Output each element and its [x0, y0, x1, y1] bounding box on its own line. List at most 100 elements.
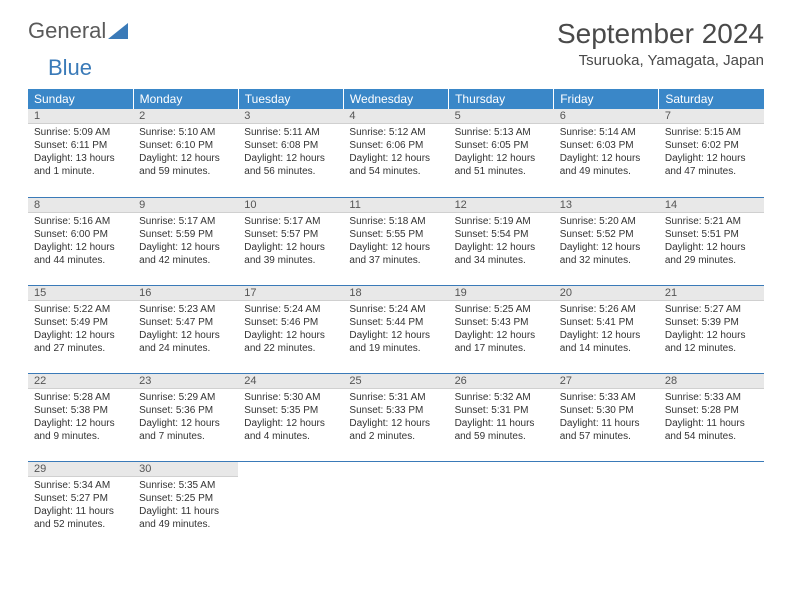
- day-number: 6: [554, 109, 659, 124]
- calendar-row: 1Sunrise: 5:09 AMSunset: 6:11 PMDaylight…: [28, 109, 764, 197]
- sunrise-text: Sunrise: 5:24 AM: [244, 303, 337, 316]
- sunrise-text: Sunrise: 5:29 AM: [139, 391, 232, 404]
- day-number: 24: [238, 374, 343, 389]
- day-body: Sunrise: 5:18 AMSunset: 5:55 PMDaylight:…: [343, 213, 448, 271]
- daylight-text: Daylight: 12 hours and 34 minutes.: [455, 241, 548, 267]
- calendar-cell: 28Sunrise: 5:33 AMSunset: 5:28 PMDayligh…: [659, 373, 764, 461]
- sunrise-text: Sunrise: 5:18 AM: [349, 215, 442, 228]
- sunrise-text: Sunrise: 5:15 AM: [665, 126, 758, 139]
- sunset-text: Sunset: 6:10 PM: [139, 139, 232, 152]
- calendar-cell: 23Sunrise: 5:29 AMSunset: 5:36 PMDayligh…: [133, 373, 238, 461]
- calendar-page: General September 2024 Tsuruoka, Yamagat…: [0, 0, 792, 567]
- sunset-text: Sunset: 5:49 PM: [34, 316, 127, 329]
- calendar-cell: 21Sunrise: 5:27 AMSunset: 5:39 PMDayligh…: [659, 285, 764, 373]
- sunrise-text: Sunrise: 5:26 AM: [560, 303, 653, 316]
- calendar-cell: 19Sunrise: 5:25 AMSunset: 5:43 PMDayligh…: [449, 285, 554, 373]
- day-number: 21: [659, 286, 764, 301]
- sunrise-text: Sunrise: 5:25 AM: [455, 303, 548, 316]
- day-number: 19: [449, 286, 554, 301]
- day-body: Sunrise: 5:21 AMSunset: 5:51 PMDaylight:…: [659, 213, 764, 271]
- day-body: Sunrise: 5:10 AMSunset: 6:10 PMDaylight:…: [133, 124, 238, 182]
- day-number: 1: [28, 109, 133, 124]
- sunrise-text: Sunrise: 5:30 AM: [244, 391, 337, 404]
- title-block: September 2024 Tsuruoka, Yamagata, Japan: [557, 18, 764, 69]
- day-body: Sunrise: 5:24 AMSunset: 5:46 PMDaylight:…: [238, 301, 343, 359]
- day-body: Sunrise: 5:09 AMSunset: 6:11 PMDaylight:…: [28, 124, 133, 182]
- sunset-text: Sunset: 6:11 PM: [34, 139, 127, 152]
- day-body: Sunrise: 5:15 AMSunset: 6:02 PMDaylight:…: [659, 124, 764, 182]
- daylight-text: Daylight: 12 hours and 47 minutes.: [665, 152, 758, 178]
- sunset-text: Sunset: 5:55 PM: [349, 228, 442, 241]
- day-body: Sunrise: 5:32 AMSunset: 5:31 PMDaylight:…: [449, 389, 554, 447]
- day-body: Sunrise: 5:14 AMSunset: 6:03 PMDaylight:…: [554, 124, 659, 182]
- sunrise-text: Sunrise: 5:11 AM: [244, 126, 337, 139]
- sunrise-text: Sunrise: 5:27 AM: [665, 303, 758, 316]
- sunrise-text: Sunrise: 5:23 AM: [139, 303, 232, 316]
- daylight-text: Daylight: 12 hours and 29 minutes.: [665, 241, 758, 267]
- day-number: 2: [133, 109, 238, 124]
- calendar-row: 22Sunrise: 5:28 AMSunset: 5:38 PMDayligh…: [28, 373, 764, 461]
- calendar-cell: 10Sunrise: 5:17 AMSunset: 5:57 PMDayligh…: [238, 197, 343, 285]
- location-text: Tsuruoka, Yamagata, Japan: [557, 52, 764, 69]
- sunrise-text: Sunrise: 5:35 AM: [139, 479, 232, 492]
- daylight-text: Daylight: 12 hours and 32 minutes.: [560, 241, 653, 267]
- sunrise-text: Sunrise: 5:32 AM: [455, 391, 548, 404]
- calendar-cell: 26Sunrise: 5:32 AMSunset: 5:31 PMDayligh…: [449, 373, 554, 461]
- sunrise-text: Sunrise: 5:34 AM: [34, 479, 127, 492]
- calendar-cell: 22Sunrise: 5:28 AMSunset: 5:38 PMDayligh…: [28, 373, 133, 461]
- daylight-text: Daylight: 12 hours and 4 minutes.: [244, 417, 337, 443]
- sunset-text: Sunset: 6:03 PM: [560, 139, 653, 152]
- day-body: Sunrise: 5:28 AMSunset: 5:38 PMDaylight:…: [28, 389, 133, 447]
- daylight-text: Daylight: 11 hours and 57 minutes.: [560, 417, 653, 443]
- brand-part2: Blue: [48, 55, 92, 81]
- daylight-text: Daylight: 11 hours and 52 minutes.: [34, 505, 127, 531]
- col-friday: Friday: [554, 89, 659, 109]
- calendar-cell: [449, 461, 554, 549]
- daylight-text: Daylight: 12 hours and 24 minutes.: [139, 329, 232, 355]
- day-body: Sunrise: 5:12 AMSunset: 6:06 PMDaylight:…: [343, 124, 448, 182]
- day-number: 18: [343, 286, 448, 301]
- col-thursday: Thursday: [449, 89, 554, 109]
- day-body: Sunrise: 5:35 AMSunset: 5:25 PMDaylight:…: [133, 477, 238, 535]
- weekday-header-row: Sunday Monday Tuesday Wednesday Thursday…: [28, 89, 764, 109]
- calendar-cell: 4Sunrise: 5:12 AMSunset: 6:06 PMDaylight…: [343, 109, 448, 197]
- calendar-row: 15Sunrise: 5:22 AMSunset: 5:49 PMDayligh…: [28, 285, 764, 373]
- sunset-text: Sunset: 5:38 PM: [34, 404, 127, 417]
- sunrise-text: Sunrise: 5:20 AM: [560, 215, 653, 228]
- sunset-text: Sunset: 5:28 PM: [665, 404, 758, 417]
- month-title: September 2024: [557, 18, 764, 50]
- sunset-text: Sunset: 5:44 PM: [349, 316, 442, 329]
- sunrise-text: Sunrise: 5:19 AM: [455, 215, 548, 228]
- brand-logo: General: [28, 18, 128, 44]
- day-body: Sunrise: 5:17 AMSunset: 5:57 PMDaylight:…: [238, 213, 343, 271]
- sunset-text: Sunset: 5:43 PM: [455, 316, 548, 329]
- day-body: Sunrise: 5:30 AMSunset: 5:35 PMDaylight:…: [238, 389, 343, 447]
- calendar-cell: 13Sunrise: 5:20 AMSunset: 5:52 PMDayligh…: [554, 197, 659, 285]
- day-number: 17: [238, 286, 343, 301]
- day-number: 14: [659, 198, 764, 213]
- day-number: 20: [554, 286, 659, 301]
- day-body: Sunrise: 5:33 AMSunset: 5:30 PMDaylight:…: [554, 389, 659, 447]
- daylight-text: Daylight: 12 hours and 42 minutes.: [139, 241, 232, 267]
- calendar-cell: 25Sunrise: 5:31 AMSunset: 5:33 PMDayligh…: [343, 373, 448, 461]
- day-number: 25: [343, 374, 448, 389]
- sunset-text: Sunset: 6:08 PM: [244, 139, 337, 152]
- daylight-text: Daylight: 12 hours and 9 minutes.: [34, 417, 127, 443]
- calendar-cell: 24Sunrise: 5:30 AMSunset: 5:35 PMDayligh…: [238, 373, 343, 461]
- sunset-text: Sunset: 5:57 PM: [244, 228, 337, 241]
- daylight-text: Daylight: 11 hours and 59 minutes.: [455, 417, 548, 443]
- day-body: Sunrise: 5:25 AMSunset: 5:43 PMDaylight:…: [449, 301, 554, 359]
- calendar-cell: 3Sunrise: 5:11 AMSunset: 6:08 PMDaylight…: [238, 109, 343, 197]
- day-number: 26: [449, 374, 554, 389]
- day-number: 13: [554, 198, 659, 213]
- brand-part1: General: [28, 18, 106, 44]
- day-body: Sunrise: 5:20 AMSunset: 5:52 PMDaylight:…: [554, 213, 659, 271]
- sunrise-text: Sunrise: 5:31 AM: [349, 391, 442, 404]
- day-body: Sunrise: 5:33 AMSunset: 5:28 PMDaylight:…: [659, 389, 764, 447]
- day-number: 15: [28, 286, 133, 301]
- calendar-cell: [343, 461, 448, 549]
- day-body: Sunrise: 5:23 AMSunset: 5:47 PMDaylight:…: [133, 301, 238, 359]
- calendar-table: Sunday Monday Tuesday Wednesday Thursday…: [28, 89, 764, 549]
- day-number: 23: [133, 374, 238, 389]
- calendar-cell: 7Sunrise: 5:15 AMSunset: 6:02 PMDaylight…: [659, 109, 764, 197]
